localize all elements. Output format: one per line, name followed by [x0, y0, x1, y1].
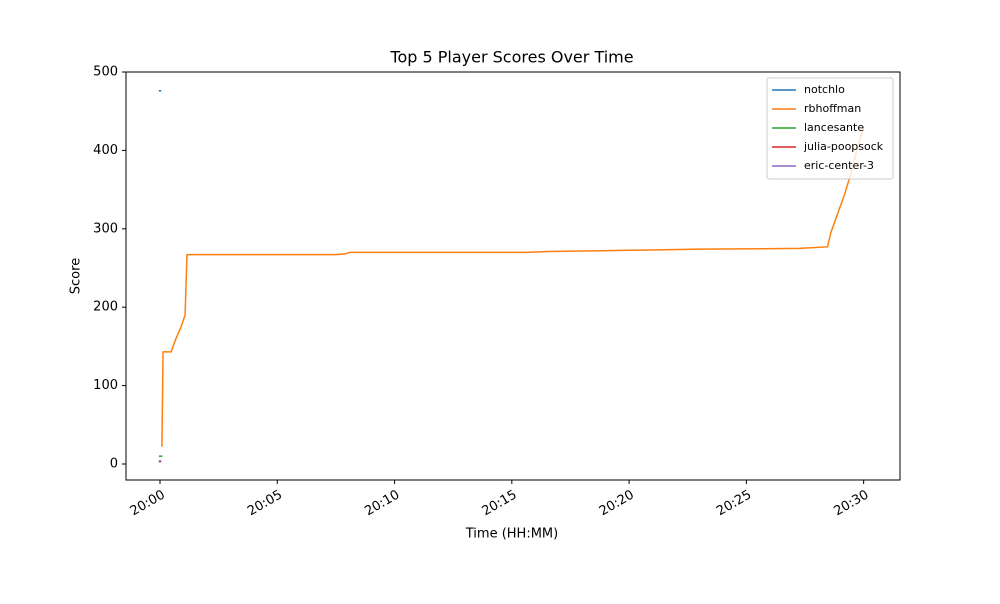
x-tick-label: 20:20: [597, 488, 637, 520]
x-tick-label: 20:05: [245, 488, 285, 520]
series-line: [161, 126, 865, 447]
y-axis-label: Score: [69, 258, 84, 294]
y-tick-label: 400: [93, 143, 118, 158]
y-tick-label: 200: [93, 300, 118, 315]
chart-title: Top 5 Player Scores Over Time: [389, 48, 633, 67]
x-tick-label: 20:30: [831, 488, 871, 520]
plot-area: [125, 71, 901, 481]
y-tick-label: 500: [93, 65, 118, 80]
x-tick-label: 20:15: [480, 488, 520, 520]
x-tick-label: 20:10: [362, 488, 402, 520]
legend-label: rbhoffman: [804, 102, 861, 115]
y-tick-label: 100: [93, 378, 118, 393]
x-axis-label: Time (HH:MM): [465, 527, 558, 542]
y-tick-label: 300: [93, 221, 118, 236]
y-tick-label: 0: [110, 457, 118, 472]
legend-box: [766, 77, 894, 180]
legend-label: lancesante: [804, 121, 864, 134]
legend-label: julia-poopsock: [803, 140, 884, 153]
legend-label: notchlo: [804, 83, 845, 96]
x-tick-label: 20:00: [128, 488, 168, 520]
x-tick-label: 20:25: [714, 488, 754, 520]
legend-label: eric-center-3: [804, 159, 874, 172]
